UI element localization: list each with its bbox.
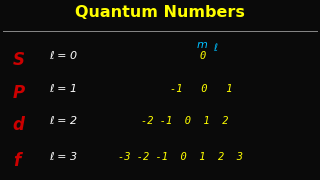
Text: -3 -2 -1  0  1  2  3: -3 -2 -1 0 1 2 3 xyxy=(118,152,244,162)
Text: ℓ = 3: ℓ = 3 xyxy=(50,152,78,162)
Text: d: d xyxy=(13,116,25,134)
Text: P: P xyxy=(13,84,25,102)
Text: f: f xyxy=(13,152,20,170)
Text: ℓ = 0: ℓ = 0 xyxy=(50,51,78,61)
Text: S: S xyxy=(13,51,25,69)
Text: 0: 0 xyxy=(200,51,206,61)
Text: ℓ = 2: ℓ = 2 xyxy=(50,116,78,126)
Text: ℓ = 1: ℓ = 1 xyxy=(50,84,78,94)
Text: Quantum Numbers: Quantum Numbers xyxy=(75,5,245,20)
Text: -1   0   1: -1 0 1 xyxy=(170,84,232,94)
Text: m: m xyxy=(197,40,208,51)
Text: -2 -1  0  1  2: -2 -1 0 1 2 xyxy=(141,116,228,126)
Text: ℓ: ℓ xyxy=(213,43,217,53)
